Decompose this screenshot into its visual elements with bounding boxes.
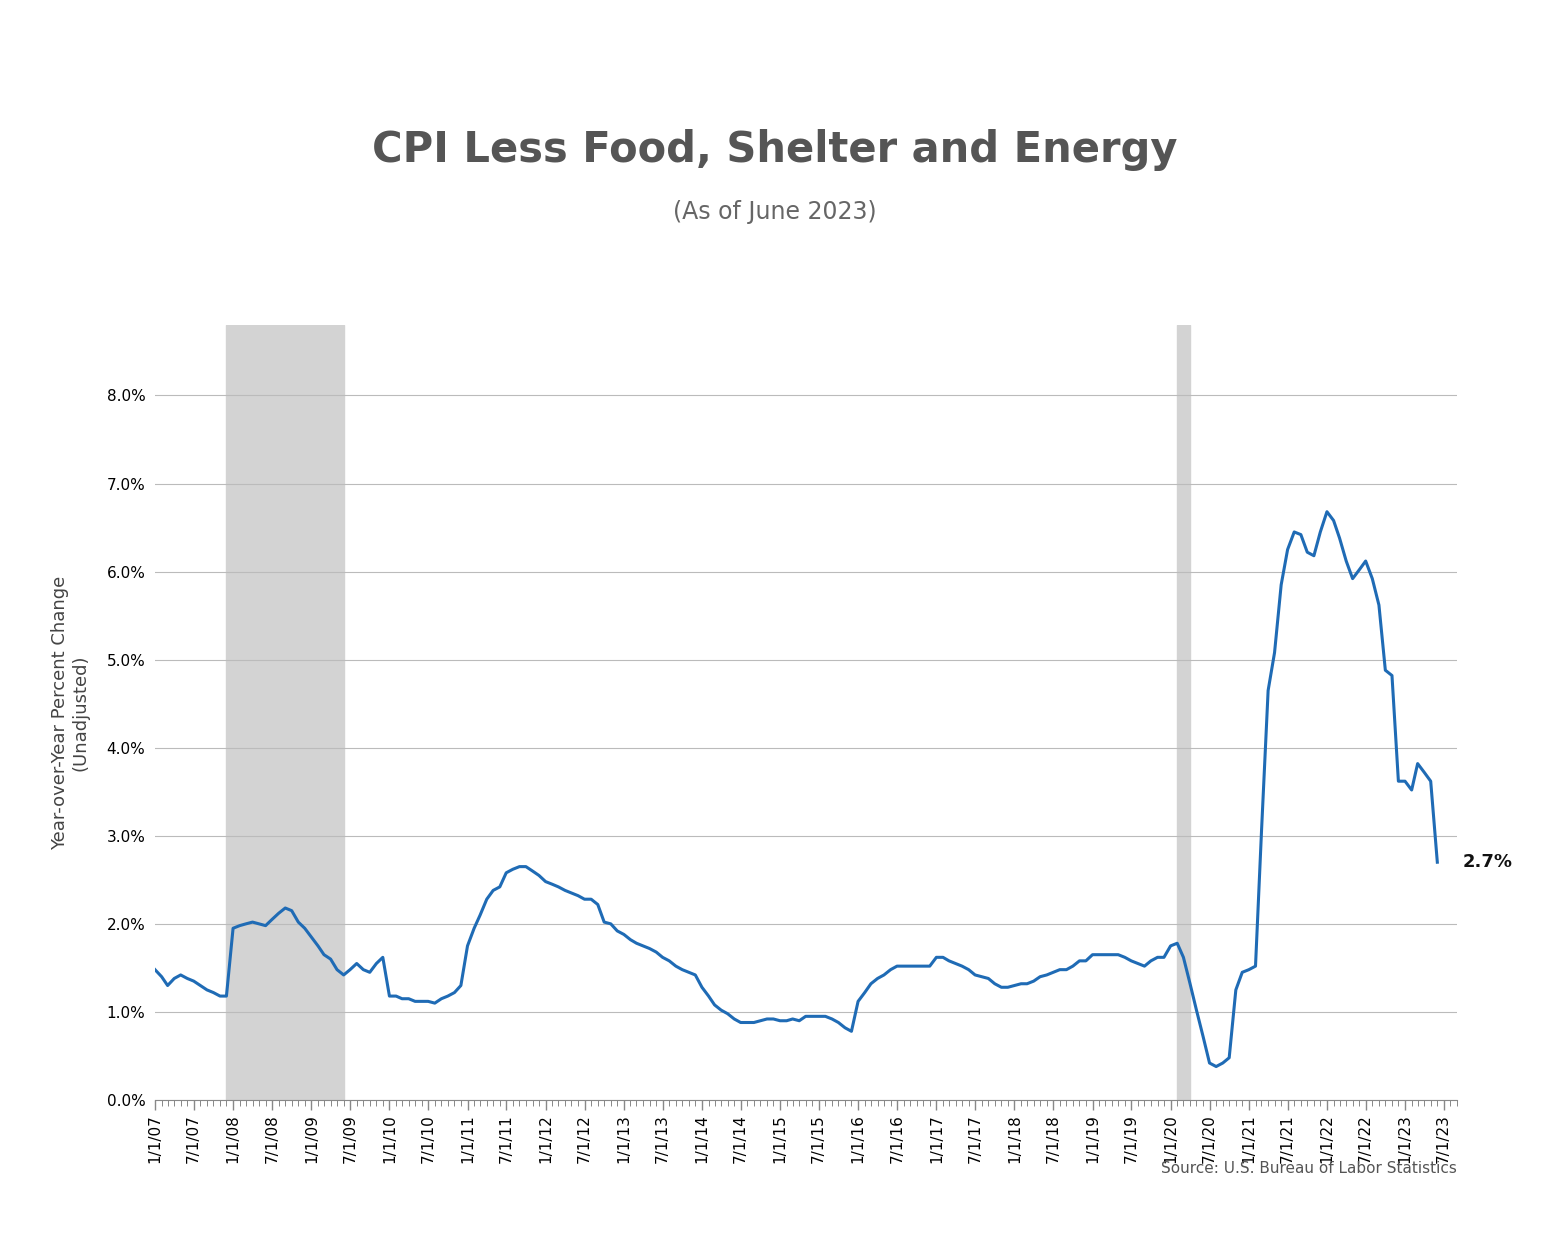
Bar	[1176, 325, 1190, 1100]
Text: CPI Less Food, Shelter and Energy: CPI Less Food, Shelter and Energy	[372, 129, 1178, 171]
Text: (As of June 2023): (As of June 2023)	[673, 200, 877, 225]
Y-axis label: Year-over-Year Percent Change
(Unadjusted): Year-over-Year Percent Change (Unadjuste…	[51, 575, 90, 850]
Text: 2.7%: 2.7%	[1462, 854, 1513, 871]
Text: Source: U.S. Bureau of Labor Statistics: Source: U.S. Bureau of Labor Statistics	[1161, 1161, 1457, 1176]
Bar	[226, 325, 344, 1100]
